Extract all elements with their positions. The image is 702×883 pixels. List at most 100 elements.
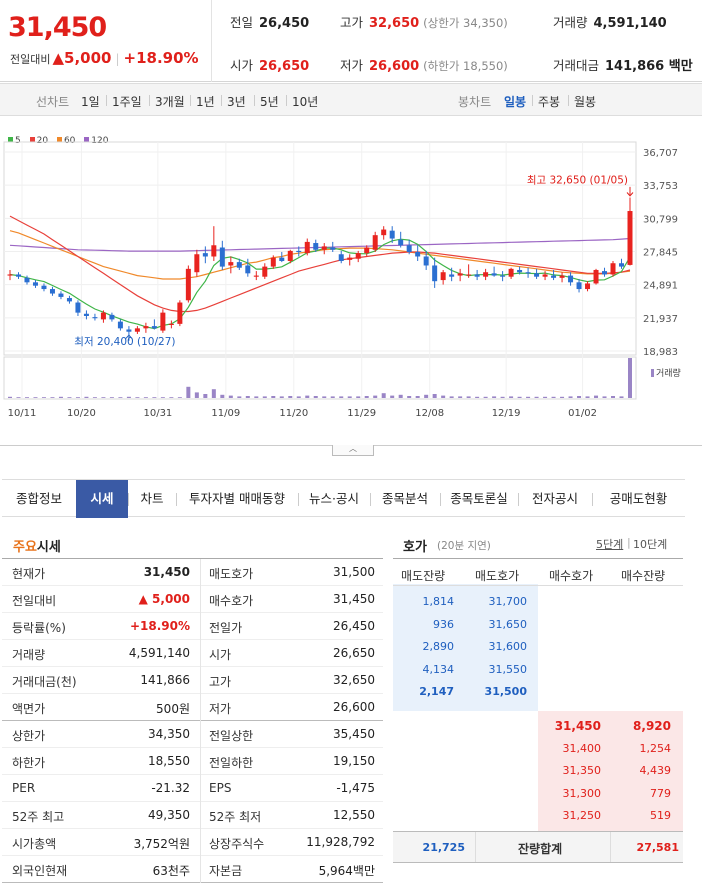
volume-bar bbox=[254, 396, 259, 398]
candle-body bbox=[372, 235, 378, 250]
volume-bar bbox=[220, 394, 225, 398]
ask-price: 31,700 bbox=[488, 595, 528, 608]
x-tick-label: 11/29 bbox=[347, 408, 376, 419]
volume-bar bbox=[441, 395, 446, 398]
volume-bar bbox=[288, 396, 293, 398]
volume-bar bbox=[313, 396, 318, 398]
volume-bar bbox=[203, 394, 208, 398]
quote-value: 12,550 bbox=[333, 808, 375, 822]
stat-open: 시가 26,650 bbox=[230, 58, 310, 74]
tab-4[interactable]: 뉴스·공시 bbox=[309, 491, 359, 506]
main-quote-title: 주요시세 bbox=[13, 540, 61, 555]
x-tick-label: 01/02 bbox=[568, 408, 597, 419]
low-annotation: 최저 20,400 (10/27) bbox=[74, 336, 175, 348]
candle-body bbox=[440, 272, 446, 281]
order-book-title: 호가 bbox=[403, 540, 427, 555]
period-1y[interactable]: 1년 bbox=[196, 95, 215, 109]
candle-body bbox=[287, 250, 293, 261]
volume-bar bbox=[67, 397, 72, 398]
candle-body bbox=[398, 239, 404, 246]
candle-body bbox=[551, 275, 557, 278]
period-5y[interactable]: 5년 bbox=[260, 95, 279, 109]
period-1d[interactable]: 1일 bbox=[81, 95, 100, 109]
chart-legend: 5 20 60 120 bbox=[8, 136, 114, 146]
candle-body bbox=[627, 211, 633, 265]
order-book-10-step[interactable]: 10단계 bbox=[633, 538, 668, 551]
volume-bar bbox=[364, 396, 369, 398]
y-tick-label: 21,937 bbox=[643, 314, 678, 325]
volume-bar bbox=[330, 396, 335, 398]
volume-bar bbox=[449, 396, 454, 398]
candle-body bbox=[92, 317, 98, 319]
candle-body bbox=[194, 254, 200, 273]
y-tick-label: 30,799 bbox=[643, 214, 678, 225]
tab-8[interactable]: 공매도현황 bbox=[609, 491, 668, 506]
step-separator: | bbox=[627, 536, 631, 549]
candle-body bbox=[517, 269, 523, 273]
quote-label: 52주 최저 bbox=[209, 810, 262, 824]
candle-body bbox=[585, 283, 591, 290]
tab-2[interactable]: 차트 bbox=[140, 491, 164, 506]
quote-label: 52주 최고 bbox=[12, 810, 65, 824]
candle-monthly[interactable]: 월봉 bbox=[574, 95, 597, 109]
candle-chart-label: 봉차트 bbox=[458, 95, 492, 109]
period-3y[interactable]: 3년 bbox=[227, 95, 246, 109]
volume-bar bbox=[339, 396, 344, 398]
volume-legend-swatch bbox=[651, 369, 654, 377]
ask-price: 31,500 bbox=[484, 685, 527, 698]
stock-chart[interactable]: 36,707 33,753 30,799 27,845 24,891 21,937 18,9… bbox=[0, 140, 702, 445]
candle-daily[interactable]: 일봉 bbox=[504, 95, 527, 109]
price-plot-frame bbox=[3, 141, 637, 356]
candle-body bbox=[126, 329, 132, 332]
volume-bar bbox=[58, 396, 63, 398]
ask-price: 31,550 bbox=[488, 662, 528, 676]
bid-price: 31,350 bbox=[562, 764, 602, 777]
ask-price: 31,600 bbox=[488, 640, 528, 653]
candle-body bbox=[542, 274, 548, 277]
period-1w[interactable]: 1주일 bbox=[112, 95, 142, 109]
period-3m[interactable]: 3개월 bbox=[155, 95, 185, 109]
candle-body bbox=[177, 302, 183, 324]
candle-weekly[interactable]: 주봉 bbox=[538, 95, 561, 109]
candle-body bbox=[432, 265, 438, 282]
quote-label: EPS bbox=[209, 781, 232, 795]
quote-label: 거래대금(천) bbox=[12, 675, 77, 689]
volume-bar bbox=[322, 396, 327, 398]
legend-ma20: 20 bbox=[29, 136, 48, 146]
tab-3[interactable]: 투자자별 매매동향 bbox=[189, 491, 285, 506]
volume-bar bbox=[356, 396, 361, 398]
quote-value: 31,450 bbox=[333, 592, 375, 606]
quote-row: 시가총액 3,752억원 상장주식수 11,928,792 bbox=[2, 829, 383, 856]
volume-bar bbox=[390, 395, 395, 398]
candle-body bbox=[236, 262, 242, 268]
x-tick-label: 12/19 bbox=[492, 408, 521, 419]
quote-value: 26,600 bbox=[333, 700, 375, 714]
volume-bar bbox=[517, 396, 522, 398]
volume-bar bbox=[84, 396, 89, 398]
candle-body bbox=[381, 229, 387, 236]
quote-value: 19,150 bbox=[333, 754, 375, 768]
volume-bar bbox=[381, 393, 386, 398]
tab-7[interactable]: 전자공시 bbox=[531, 491, 578, 506]
volume-bar bbox=[534, 396, 539, 398]
quote-label: 하한가 bbox=[12, 756, 46, 770]
x-tick-label: 11/20 bbox=[279, 408, 308, 419]
ask-price: 31,650 bbox=[488, 617, 528, 631]
volume-label: 거래량 bbox=[656, 367, 681, 379]
period-10y[interactable]: 10년 bbox=[292, 95, 319, 109]
tab-0[interactable]: 종합정보 bbox=[15, 491, 62, 506]
candle-body bbox=[355, 253, 361, 259]
volume-bar bbox=[92, 397, 97, 398]
tab-5[interactable]: 종목분석 bbox=[381, 491, 428, 506]
tab-1[interactable]: 시세 bbox=[76, 480, 128, 518]
quote-row: 전일대비 ▲ 5,000 매수호가 31,450 bbox=[2, 586, 383, 613]
collapse-chart-button[interactable]: ︿ bbox=[332, 445, 374, 456]
legend-ma5-swatch bbox=[8, 137, 13, 142]
quote-label: 매수호가 bbox=[209, 594, 254, 608]
volume-bar bbox=[407, 396, 412, 398]
tab-6[interactable]: 종목토론실 bbox=[450, 491, 508, 506]
order-book-5-step[interactable]: 5단계 bbox=[596, 538, 624, 551]
volume-bar bbox=[271, 396, 276, 398]
candle-body bbox=[559, 275, 565, 278]
legend-ma120-swatch bbox=[84, 137, 90, 142]
